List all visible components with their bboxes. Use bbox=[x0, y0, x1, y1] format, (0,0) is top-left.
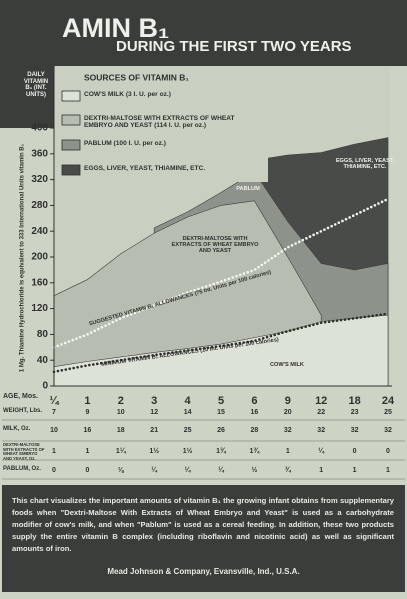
x-tick-label: 12 bbox=[315, 395, 327, 407]
table-cell: 12 bbox=[150, 409, 158, 416]
table-cell: 1¾ bbox=[250, 447, 261, 455]
region-label: EGGS, LIVER, YEAST, THIAMINE, ETC. bbox=[335, 158, 395, 171]
table-row-label: WEIGHT, Lbs. bbox=[3, 408, 42, 414]
legend-label: DEXTRI-MALTOSE WITH EXTRACTS OF WHEAT EM… bbox=[84, 115, 235, 130]
table-cell: 32 bbox=[351, 427, 359, 434]
table-cell: 32 bbox=[384, 427, 392, 434]
table-cell: 1 bbox=[386, 467, 390, 474]
table-cell: 0 bbox=[52, 467, 56, 474]
legend-swatch bbox=[61, 90, 81, 102]
legend-swatch bbox=[61, 139, 81, 151]
legend-title: SOURCES OF VITAMIN B₁ bbox=[84, 72, 189, 82]
table-row-label: MILK, Oz. bbox=[3, 426, 31, 432]
table-cell: 9 bbox=[85, 409, 89, 416]
x-tick-label: 4 bbox=[185, 395, 192, 407]
table-cell: 1 bbox=[52, 448, 56, 455]
table-cell: 10 bbox=[50, 427, 58, 434]
table-row-label: PABLUM, Oz. bbox=[3, 466, 41, 472]
footer-text: This chart visualizes the important amou… bbox=[12, 496, 394, 553]
x-tick-label: 9 bbox=[285, 395, 291, 407]
y-tick-label: 280 bbox=[31, 200, 48, 211]
table-cell: 0 bbox=[353, 448, 357, 455]
y-tick-label: 160 bbox=[31, 277, 48, 288]
y-tick-label: 240 bbox=[31, 226, 48, 237]
region-label: DEXTRI-MALTOSE WITH EXTRACTS OF WHEAT EM… bbox=[171, 236, 259, 255]
table-cell: 0 bbox=[386, 448, 390, 455]
table-cell: ¾ bbox=[285, 466, 292, 474]
legend-swatch bbox=[61, 114, 81, 126]
table-cell: 14 bbox=[184, 409, 192, 416]
table-cell: 28 bbox=[251, 427, 259, 434]
table-cell: 26 bbox=[217, 427, 225, 434]
chart-title: AMIN B₁ bbox=[62, 13, 169, 43]
area bbox=[53, 314, 389, 387]
table-cell: 25 bbox=[384, 409, 392, 416]
table-cell: 32 bbox=[284, 427, 292, 434]
table-cell: 21 bbox=[150, 427, 158, 434]
region-label: COW'S MILK bbox=[270, 362, 304, 368]
table-cell: 25 bbox=[184, 427, 192, 434]
x-tick-label: ¼ bbox=[49, 395, 59, 407]
table-cell: 1 bbox=[353, 467, 357, 474]
table-cell: 0 bbox=[85, 467, 89, 474]
footer-signature: Mead Johnson & Company, Evansville, Ind.… bbox=[107, 567, 300, 576]
table-cell: 1½ bbox=[183, 447, 193, 455]
legend-label: EGGS, LIVER, YEAST, THIAMINE, ETC. bbox=[84, 165, 206, 172]
side-note: 1 Mg. Thiamine Hydrochloride is equivale… bbox=[20, 143, 26, 372]
x-tick-label: 24 bbox=[382, 395, 395, 407]
y-tick-label: 400 bbox=[31, 123, 48, 134]
x-tick-label: 2 bbox=[118, 395, 124, 407]
table-cell: 1 bbox=[85, 448, 89, 455]
table-cell: 15 bbox=[217, 409, 225, 416]
table-cell: 10 bbox=[117, 409, 125, 416]
legend-swatch bbox=[61, 164, 81, 176]
table-cell: 1¾ bbox=[216, 447, 227, 455]
table-cell: 18 bbox=[117, 427, 125, 434]
table-cell: ⅛ bbox=[118, 467, 125, 474]
table-cell: ¼ bbox=[318, 447, 325, 455]
table-row-label: DEXTRI-MALTOSE WITH EXTRACTS OF WHEAT EM… bbox=[3, 442, 45, 461]
y-tick-label: 200 bbox=[31, 252, 48, 263]
header-band bbox=[0, 0, 407, 128]
dotted-line bbox=[52, 312, 390, 374]
legend-label: PABLUM (100 I. U. per oz.) bbox=[84, 140, 166, 147]
table-cell: 1¼ bbox=[116, 447, 127, 455]
y-axis-label: DAILY VITAMIN B₁ (INT. UNITS) bbox=[23, 72, 49, 98]
legend-label: COW'S MILK (3 I. U. per oz.) bbox=[84, 91, 171, 98]
footer-box bbox=[2, 485, 405, 592]
table-cell: ¼ bbox=[218, 466, 225, 474]
table-cell: ½ bbox=[251, 466, 257, 474]
table-cell: 20 bbox=[284, 409, 292, 416]
x-tick-label: 3 bbox=[151, 395, 157, 407]
table-cell: 16 bbox=[84, 427, 92, 434]
region-label: PABLUM bbox=[236, 186, 260, 192]
legend-box bbox=[58, 72, 268, 182]
x-tick-label: 1 bbox=[84, 395, 90, 407]
table-cell: 16 bbox=[251, 409, 259, 416]
y-tick-label: 0 bbox=[42, 381, 48, 392]
y-tick-label: 320 bbox=[31, 174, 48, 185]
x-tick-label: 5 bbox=[218, 395, 224, 407]
x-tick-label: 18 bbox=[348, 395, 360, 407]
y-tick-label: 80 bbox=[37, 329, 49, 340]
table-cell: 7 bbox=[52, 409, 56, 416]
table-cell: 23 bbox=[351, 409, 359, 416]
table-cell: 1 bbox=[319, 467, 323, 474]
table-cell: 32 bbox=[317, 427, 325, 434]
table-cell: ¼ bbox=[185, 466, 192, 474]
table-cell: ¼ bbox=[151, 466, 158, 474]
table-cell: 1½ bbox=[149, 447, 159, 455]
dotted-line bbox=[52, 197, 390, 349]
y-tick-label: 120 bbox=[31, 303, 48, 314]
x-tick-label: 6 bbox=[251, 395, 257, 407]
y-tick-label: 40 bbox=[37, 355, 49, 366]
table-cell: 22 bbox=[317, 409, 325, 416]
table-cell: 1 bbox=[286, 448, 290, 455]
chart-subtitle: DURING THE FIRST TWO YEARS bbox=[116, 38, 352, 55]
y-tick-label: 360 bbox=[31, 148, 48, 159]
x-axis-label: AGE, Mos. bbox=[3, 393, 39, 400]
